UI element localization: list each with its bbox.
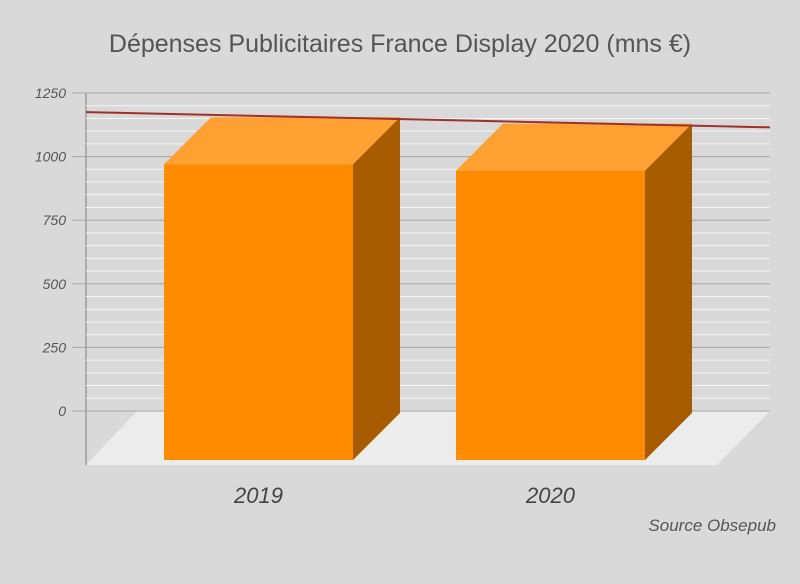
- x-axis-labels: 2019 2020: [233, 483, 576, 508]
- bar-top: [456, 123, 692, 171]
- bar-front: [164, 164, 353, 460]
- y-tick-label: 500: [43, 276, 67, 292]
- trend-line: [85, 111, 771, 129]
- bar-front: [456, 170, 645, 461]
- bar-top: [164, 117, 400, 165]
- bar-2019: [164, 117, 400, 461]
- x-tick-label: 2020: [525, 483, 576, 508]
- y-tick-label: 0: [58, 403, 66, 419]
- y-tick-label: 750: [43, 212, 67, 228]
- bar-side: [353, 117, 400, 461]
- y-axis-ticks: 0 250 500 750 1000 1250: [35, 85, 66, 419]
- chart-title: Dépenses Publicitaires France Display 20…: [108, 30, 692, 58]
- bar-2020: [456, 123, 692, 461]
- y-tick-label: 1250: [35, 85, 66, 101]
- y-tick-label: 250: [42, 339, 67, 355]
- x-tick-label: 2019: [233, 483, 283, 508]
- source-note: Source Obsepub: [648, 516, 776, 535]
- bars: [164, 117, 692, 461]
- bar-side: [645, 123, 692, 460]
- y-tick-label: 1000: [35, 149, 66, 165]
